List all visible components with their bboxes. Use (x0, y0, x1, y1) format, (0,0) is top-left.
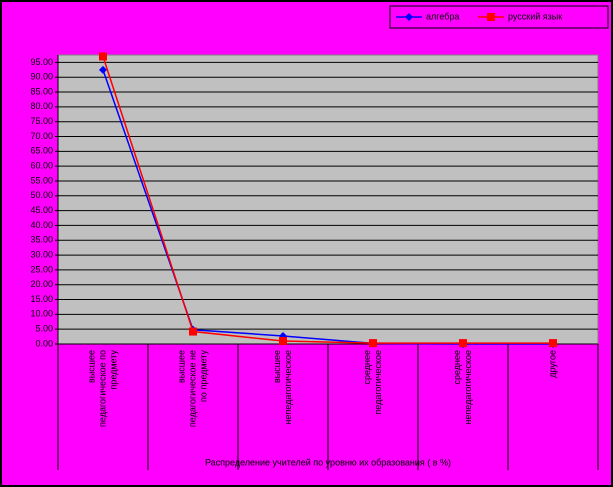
y-tick-label: 65.00 (30, 146, 53, 156)
data-point (99, 52, 107, 61)
x-tick-label: по предмету (198, 350, 208, 402)
y-tick-label: 75.00 (30, 116, 53, 126)
x-tick-label: высшее (272, 350, 282, 383)
legend-label: алгебра (426, 11, 459, 21)
data-point (459, 339, 467, 348)
y-tick-label: 90.00 (30, 72, 53, 82)
y-tick-label: 80.00 (30, 101, 53, 111)
x-tick-label: педагогическое (373, 350, 383, 415)
x-tick-label: высшее (176, 350, 186, 383)
data-point (369, 339, 377, 348)
y-tick-label: 45.00 (30, 205, 53, 215)
y-tick-label: 5.00 (35, 324, 53, 334)
x-tick-label: другое (547, 350, 557, 378)
legend-marker (487, 13, 495, 21)
y-tick-label: 40.00 (30, 220, 53, 230)
x-tick-label: педагогическое по (97, 350, 107, 427)
y-tick-label: 70.00 (30, 131, 53, 141)
legend-marker (405, 13, 413, 21)
x-tick-label: высшее (86, 350, 96, 383)
x-tick-label: предмету (108, 350, 118, 390)
data-point (279, 337, 287, 346)
y-tick-label: 20.00 (30, 279, 53, 289)
y-tick-label: 0.00 (35, 338, 53, 348)
y-tick-label: 35.00 (30, 235, 53, 245)
x-tick-label: непедагогическое (463, 350, 473, 425)
x-tick-label: педагогическое не (187, 350, 197, 427)
y-tick-label: 10.00 (30, 309, 53, 319)
y-tick-label: 85.00 (30, 86, 53, 96)
y-tick-label: 15.00 (30, 294, 53, 304)
y-tick-label: 30.00 (30, 249, 53, 259)
x-tick-label: непедагогическое (283, 350, 293, 425)
y-tick-label: 55.00 (30, 175, 53, 185)
y-tick-label: 25.00 (30, 264, 53, 274)
y-tick-label: 95.00 (30, 57, 53, 67)
series-line (102, 56, 553, 344)
data-point (99, 65, 107, 74)
data-point (549, 339, 557, 348)
x-tick-label: среднее (452, 350, 462, 385)
data-point (189, 327, 197, 336)
plot-area (57, 54, 599, 345)
x-tick-label: среднее (362, 350, 372, 385)
y-tick-label: 60.00 (30, 161, 53, 171)
y-tick-label: 50.00 (30, 190, 53, 200)
legend-label: русский язык (508, 11, 562, 21)
